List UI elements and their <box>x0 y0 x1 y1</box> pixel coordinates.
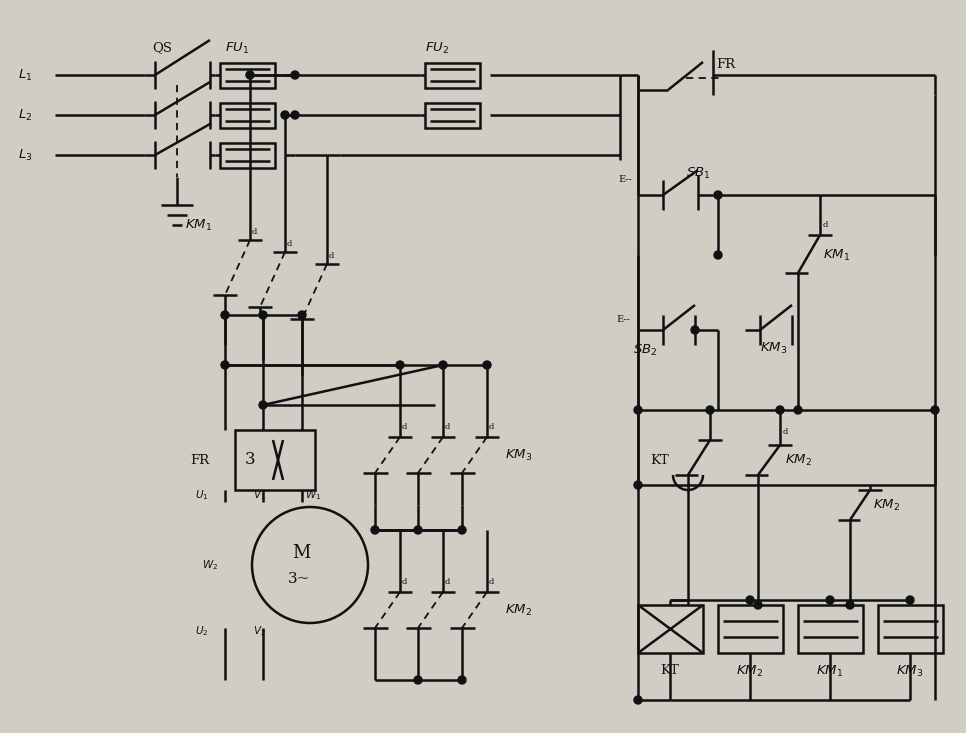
Circle shape <box>298 311 306 319</box>
Circle shape <box>714 191 722 199</box>
Circle shape <box>746 596 754 604</box>
Circle shape <box>714 251 722 259</box>
Circle shape <box>706 406 714 414</box>
Circle shape <box>846 601 854 609</box>
Circle shape <box>414 526 422 534</box>
Circle shape <box>906 596 914 604</box>
Text: d: d <box>252 228 257 236</box>
Text: KT: KT <box>661 665 679 677</box>
Bar <box>425 103 480 128</box>
Circle shape <box>291 71 299 79</box>
Text: $KM_2$: $KM_2$ <box>505 603 532 617</box>
Text: d: d <box>287 240 293 248</box>
Text: E--: E-- <box>618 175 632 185</box>
Bar <box>718 605 783 653</box>
Text: d: d <box>402 423 408 431</box>
Text: d: d <box>445 578 450 586</box>
Circle shape <box>754 601 762 609</box>
Circle shape <box>634 406 642 414</box>
Text: $KM_1$: $KM_1$ <box>816 663 843 679</box>
Text: $L_3$: $L_3$ <box>18 147 33 163</box>
Text: M: M <box>292 544 310 562</box>
Text: $U_2$: $U_2$ <box>195 624 209 638</box>
Circle shape <box>414 676 422 684</box>
Text: $L_2$: $L_2$ <box>18 108 32 122</box>
Bar <box>878 605 943 653</box>
Text: $W_1$: $W_1$ <box>305 488 322 502</box>
Circle shape <box>458 526 466 534</box>
Circle shape <box>252 507 368 623</box>
Text: 3~: 3~ <box>288 572 310 586</box>
Text: $W_2$: $W_2$ <box>202 558 218 572</box>
Text: d: d <box>445 423 450 431</box>
Text: d: d <box>823 221 829 229</box>
Text: d: d <box>489 578 495 586</box>
Text: $KM_3$: $KM_3$ <box>760 340 787 356</box>
Text: d: d <box>402 578 408 586</box>
Text: $SB_2$: $SB_2$ <box>633 342 658 358</box>
Circle shape <box>221 361 229 369</box>
Circle shape <box>291 111 299 119</box>
Circle shape <box>246 71 254 79</box>
Circle shape <box>483 361 491 369</box>
Text: 3: 3 <box>245 452 256 468</box>
Circle shape <box>634 481 642 489</box>
Circle shape <box>458 676 466 684</box>
Text: $KM_1$: $KM_1$ <box>823 248 850 262</box>
Text: $KM_2$: $KM_2$ <box>873 498 900 512</box>
Circle shape <box>794 406 802 414</box>
Circle shape <box>776 406 784 414</box>
Bar <box>638 605 703 653</box>
Text: FR: FR <box>716 59 735 72</box>
Text: d: d <box>489 423 495 431</box>
Bar <box>798 605 863 653</box>
Bar <box>220 103 275 128</box>
Text: $L_1$: $L_1$ <box>18 67 33 83</box>
Text: $KM_3$: $KM_3$ <box>896 663 923 679</box>
Text: $KM_2$: $KM_2$ <box>736 663 763 679</box>
Circle shape <box>221 311 229 319</box>
Circle shape <box>691 326 699 334</box>
Text: $FU_1$: $FU_1$ <box>225 40 249 56</box>
Text: $V_2$: $V_2$ <box>253 624 266 638</box>
Bar <box>425 63 480 88</box>
Text: $U_1$: $U_1$ <box>195 488 209 502</box>
Circle shape <box>826 596 834 604</box>
Text: QS: QS <box>152 42 172 54</box>
Circle shape <box>439 361 447 369</box>
Circle shape <box>634 696 642 704</box>
Text: d: d <box>783 428 788 436</box>
Text: $KM_3$: $KM_3$ <box>505 447 532 463</box>
Text: $FU_2$: $FU_2$ <box>425 40 449 56</box>
Circle shape <box>396 361 404 369</box>
Text: KT: KT <box>650 454 668 466</box>
Bar <box>235 430 315 490</box>
Text: E--: E-- <box>616 315 630 325</box>
Text: $SB_1$: $SB_1$ <box>686 166 711 180</box>
Circle shape <box>259 401 267 409</box>
Text: FR: FR <box>190 454 209 466</box>
Text: $KM_2$: $KM_2$ <box>785 452 812 468</box>
Circle shape <box>371 526 379 534</box>
Circle shape <box>281 111 289 119</box>
Text: d: d <box>329 252 334 260</box>
Bar <box>220 143 275 168</box>
Bar <box>220 63 275 88</box>
Circle shape <box>931 406 939 414</box>
Circle shape <box>259 311 267 319</box>
Text: $KM_1$: $KM_1$ <box>185 218 213 232</box>
Text: $V_1$: $V_1$ <box>253 488 266 502</box>
